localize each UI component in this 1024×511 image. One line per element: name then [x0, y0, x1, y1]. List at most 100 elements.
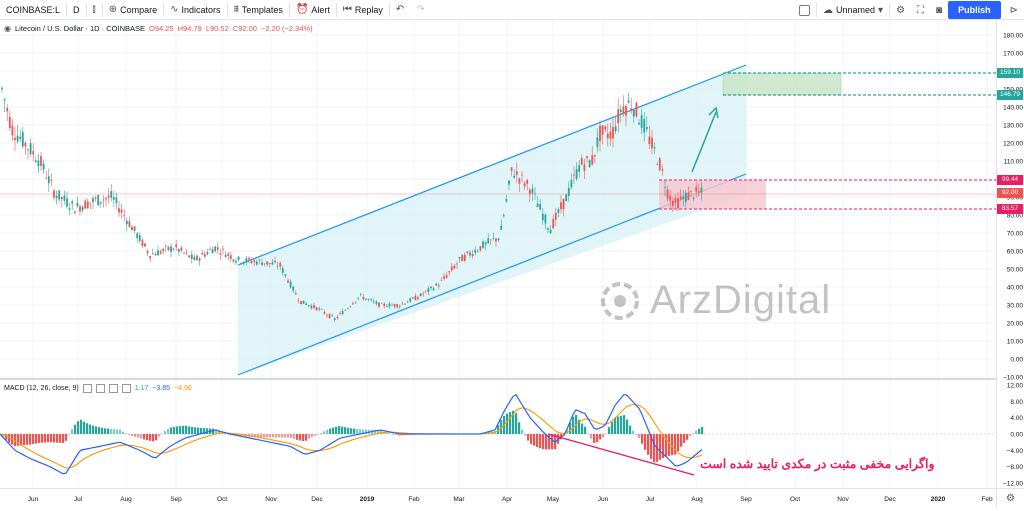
- candle-body: [427, 288, 430, 292]
- divergence-line[interactable]: [547, 433, 695, 476]
- macd-hist-bar: [290, 434, 293, 438]
- candle-body: [432, 288, 435, 291]
- candle-body: [365, 298, 367, 300]
- macd-hist-bar: [608, 427, 611, 434]
- play-button[interactable]: ⊳: [1004, 0, 1024, 20]
- settings-icon[interactable]: [95, 384, 105, 393]
- time-tick-label: 2019: [360, 496, 375, 503]
- eye-icon[interactable]: ◉: [4, 24, 11, 33]
- candle-body: [6, 107, 9, 112]
- candle-body: [354, 301, 357, 303]
- projection-arrow[interactable]: [691, 111, 717, 173]
- interval-button[interactable]: D: [67, 0, 86, 20]
- close-icon[interactable]: [108, 384, 118, 393]
- divider: [85, 2, 87, 17]
- candle-body: [92, 198, 94, 202]
- macd-hist-bar: [620, 415, 623, 434]
- axis-settings-button[interactable]: ⚙: [996, 488, 1024, 507]
- candle-body: [599, 125, 601, 142]
- macd-hist-bar: [533, 434, 536, 446]
- checkbox-icon: [799, 4, 811, 16]
- compare-button[interactable]: ⊕ Compare: [103, 0, 163, 20]
- macd-hist-bar: [689, 434, 692, 437]
- candle-body: [606, 133, 609, 139]
- macd-hist-bar: [269, 434, 272, 438]
- macd-hist-bar: [215, 429, 218, 434]
- candle-body: [437, 285, 440, 287]
- macd-histogram[interactable]: [0, 410, 704, 463]
- candle-body: [253, 260, 256, 262]
- layout-name-button[interactable]: ☁ Unnamed ▾: [817, 0, 889, 20]
- candle-body: [118, 208, 120, 213]
- candle-body: [526, 179, 529, 184]
- indicators-button[interactable]: ∿ Indicators: [164, 0, 226, 20]
- candle-body: [630, 108, 633, 111]
- macd-hist-bar: [518, 422, 521, 434]
- divider: [288, 2, 290, 17]
- macd-hist-bar: [191, 426, 194, 434]
- candle-body: [183, 252, 185, 254]
- macd-hist-bar: [281, 434, 284, 438]
- macd-hist-bar: [680, 434, 683, 447]
- time-tick-label: Sep: [170, 496, 182, 503]
- chart-canvas[interactable]: [0, 20, 996, 488]
- candle-body: [315, 307, 318, 311]
- candle-body: [656, 164, 659, 165]
- redo-button[interactable]: ↷: [410, 0, 430, 20]
- macd-hist-bar: [653, 434, 656, 463]
- divider: [66, 2, 68, 17]
- candle-body: [84, 200, 87, 209]
- candle-body: [81, 206, 84, 211]
- channel-upper-line[interactable]: [237, 64, 747, 266]
- target-zone[interactable]: [722, 72, 842, 96]
- layout-checkbox[interactable]: [793, 0, 816, 20]
- settings-button[interactable]: ⚙: [890, 0, 911, 20]
- macd-hist-bar: [197, 427, 200, 434]
- candle-body: [482, 241, 484, 248]
- candle-body: [276, 265, 279, 267]
- macd-hist-bar: [359, 429, 362, 434]
- channel-fill: [238, 65, 746, 375]
- candle-body: [97, 195, 100, 206]
- macd-hist-bar: [77, 421, 80, 434]
- eye-icon[interactable]: [82, 384, 92, 393]
- candle-body: [500, 225, 503, 230]
- macd-line[interactable]: [0, 393, 703, 475]
- candle-body: [136, 233, 139, 239]
- candles-series[interactable]: [1, 86, 703, 323]
- candle-body: [554, 212, 557, 220]
- macd-hist-bar: [335, 426, 338, 434]
- templates-button[interactable]: ⩩ Templates: [228, 0, 289, 20]
- more-icon[interactable]: [121, 384, 131, 393]
- interval-label: D: [73, 4, 80, 15]
- macd-hist-bar: [179, 426, 182, 434]
- candle-body: [250, 261, 253, 264]
- candle-body: [112, 197, 115, 200]
- alert-button[interactable]: ⏰ Alert: [290, 0, 336, 20]
- chart-type-button[interactable]: ⫾: [87, 0, 102, 20]
- candle-body: [440, 280, 443, 281]
- macd-hist-bar: [572, 416, 575, 434]
- undo-button[interactable]: ↶: [390, 0, 410, 20]
- macd-hist-bar: [131, 434, 134, 436]
- divider: [889, 3, 891, 17]
- time-tick-label: Jul: [74, 496, 83, 503]
- time-axis[interactable]: Jun Jul Aug Sep Oct Nov Dec 2019 Feb Mar Apr May Jun…: [0, 488, 996, 508]
- candle-body: [120, 209, 123, 213]
- stop-zone[interactable]: [659, 180, 766, 209]
- macd-signal-line[interactable]: [0, 403, 703, 469]
- snapshot-button[interactable]: ◙: [930, 0, 948, 20]
- fullscreen-button[interactable]: ⛶: [911, 0, 930, 20]
- candle-body: [515, 171, 518, 175]
- macd-hist-bar: [116, 429, 119, 434]
- publish-button[interactable]: Publish: [948, 1, 1001, 19]
- replay-button[interactable]: ⏮ Replay: [337, 0, 389, 20]
- macd-hist-bar: [149, 434, 152, 441]
- macd-hist-bar: [14, 434, 17, 447]
- candle-body: [79, 206, 81, 212]
- macd-hist-bar: [59, 434, 62, 443]
- symbol-search[interactable]: COINBASE:L: [0, 0, 66, 20]
- macd-hist-bar: [581, 423, 584, 434]
- macd-hist-bar: [566, 429, 569, 434]
- time-tick-label: Jun: [598, 496, 609, 503]
